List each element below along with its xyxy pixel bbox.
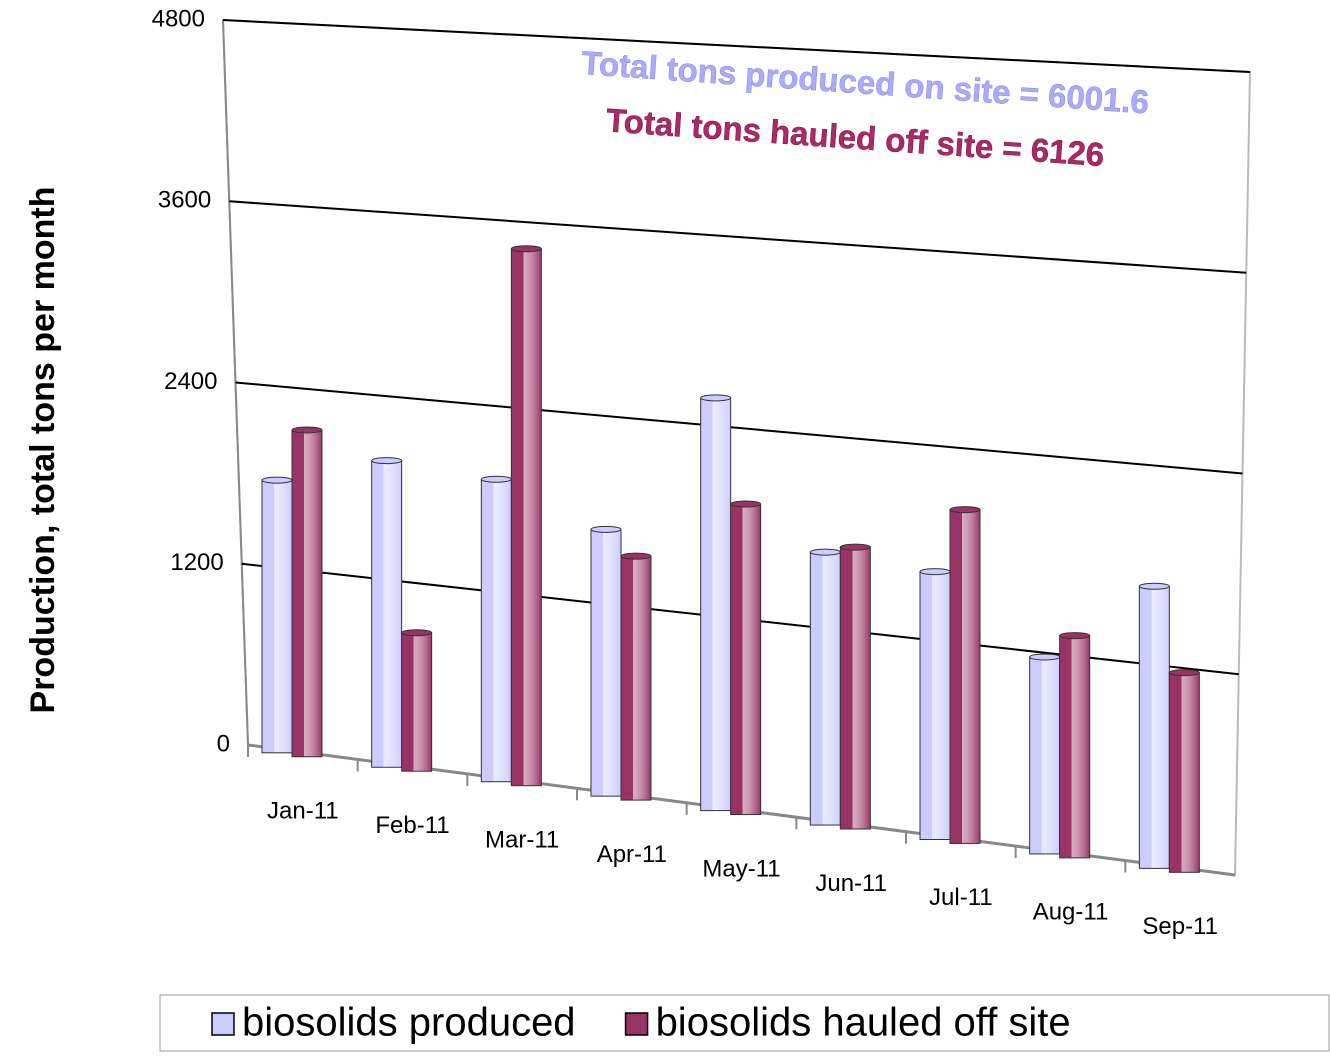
bar-cap xyxy=(1138,582,1170,590)
bar-cap xyxy=(590,525,622,533)
bar-cap xyxy=(401,629,433,637)
bar-group xyxy=(949,506,981,844)
y-tick-label: 4800 xyxy=(152,5,205,32)
bar-cap xyxy=(730,500,762,508)
bar-cap xyxy=(510,245,542,253)
x-tick-label: Jun-11 xyxy=(815,870,887,897)
bar-shade xyxy=(590,528,622,797)
bar-shade xyxy=(949,509,981,844)
y-tick-label: 2400 xyxy=(164,368,217,395)
bar-cap xyxy=(480,475,512,483)
x-tick-label: Aug-11 xyxy=(1033,899,1109,926)
bar-group xyxy=(1029,653,1061,855)
bar-group xyxy=(1168,669,1200,873)
bar-group xyxy=(700,394,732,812)
bar-group xyxy=(1059,632,1091,859)
legend-label: biosolids hauled off site xyxy=(656,1001,1071,1045)
bar-shade xyxy=(919,571,951,840)
bar-cap xyxy=(620,552,652,560)
bar-cap xyxy=(1029,653,1061,661)
bar-group xyxy=(620,552,652,801)
bar-group xyxy=(371,457,403,768)
bar-shade xyxy=(839,546,871,830)
bar-group xyxy=(1138,582,1170,869)
x-tick-label: Jan-11 xyxy=(267,798,339,825)
legend-swatch xyxy=(624,1012,649,1036)
x-tick-label: Sep-11 xyxy=(1142,913,1218,940)
grid-line xyxy=(222,19,1251,73)
bar-group xyxy=(809,548,841,826)
bar-shade xyxy=(480,478,512,783)
grid-line xyxy=(235,381,1243,475)
bar-shade xyxy=(620,555,652,801)
y-tick-label: 3600 xyxy=(158,187,211,214)
bar-cap xyxy=(809,548,841,556)
y-axis-title: Production, total tons per month xyxy=(24,187,62,714)
bar-group xyxy=(261,476,293,754)
bar-shade xyxy=(401,632,433,772)
bar-cap xyxy=(291,426,323,434)
bar-group xyxy=(839,543,871,830)
x-tick-label: Jul-11 xyxy=(929,884,993,911)
bar-cap xyxy=(700,394,732,402)
bar-shade xyxy=(730,503,762,816)
bar-shade xyxy=(1168,672,1200,873)
x-tick-label: Mar-11 xyxy=(485,826,559,853)
bar-shade xyxy=(1059,635,1091,859)
grid-line xyxy=(229,200,1247,274)
bar-shade xyxy=(261,479,293,754)
legend-swatch xyxy=(211,1012,235,1036)
legend-label: biosolids produced xyxy=(242,1001,576,1045)
legend xyxy=(159,994,1330,1052)
bar-shade xyxy=(371,460,403,768)
bar-cap xyxy=(1059,632,1091,640)
bar-shade xyxy=(809,551,841,826)
bar-group xyxy=(480,475,512,783)
y-tick-label: 1200 xyxy=(170,549,223,576)
bar-shade xyxy=(1029,656,1061,855)
bar-shade xyxy=(291,429,323,758)
bar-group xyxy=(401,629,433,772)
bar-shade xyxy=(510,248,542,787)
bar-shade xyxy=(700,397,732,812)
bar-shade xyxy=(1138,585,1170,869)
bar-cap xyxy=(1168,669,1200,677)
bar-cap xyxy=(261,476,293,484)
bar-cap xyxy=(839,543,871,551)
bar-cap xyxy=(371,457,403,465)
bar-cap xyxy=(919,568,951,576)
x-tick-label: May-11 xyxy=(702,855,780,882)
x-tick-label: Apr-11 xyxy=(597,841,667,868)
y-tick-label: 0 xyxy=(217,730,230,757)
bar-group xyxy=(590,525,622,797)
bar-group xyxy=(510,245,542,787)
bar-group xyxy=(919,568,951,840)
x-tick-label: Feb-11 xyxy=(375,812,449,839)
bar-group xyxy=(730,500,762,816)
bar-group xyxy=(291,426,323,758)
bar-cap xyxy=(949,506,981,514)
